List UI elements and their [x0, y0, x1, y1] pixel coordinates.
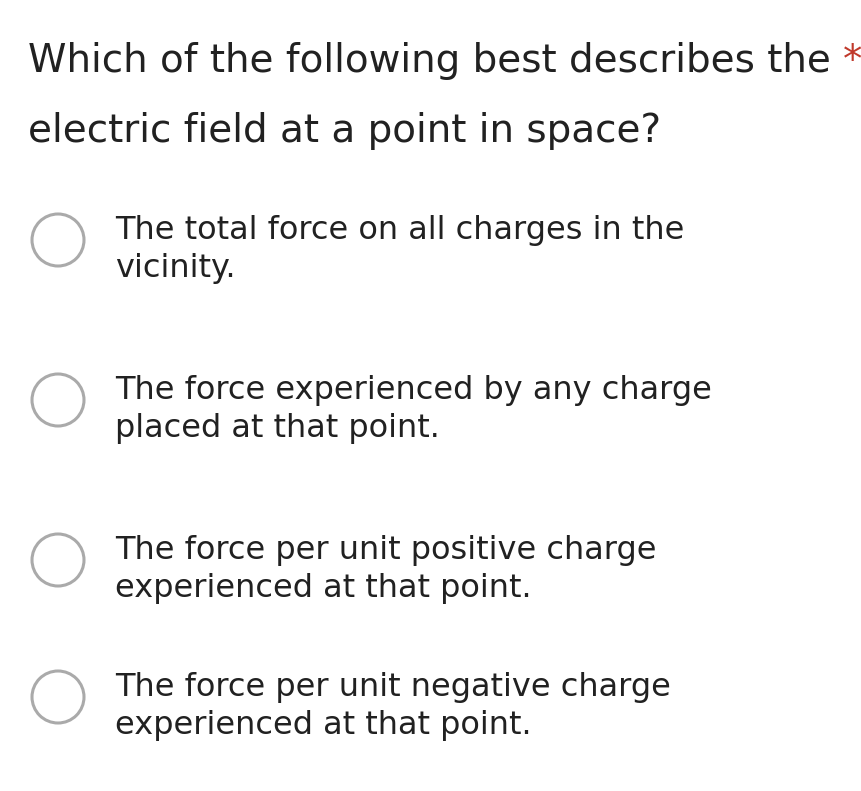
Text: electric field at a point in space?: electric field at a point in space? — [28, 112, 661, 150]
Text: placed at that point.: placed at that point. — [115, 413, 440, 444]
Text: experienced at that point.: experienced at that point. — [115, 573, 531, 604]
Text: vicinity.: vicinity. — [115, 253, 236, 284]
Text: The force per unit negative charge: The force per unit negative charge — [115, 672, 671, 703]
Text: experienced at that point.: experienced at that point. — [115, 710, 531, 741]
Text: Which of the following best describes the: Which of the following best describes th… — [28, 42, 843, 80]
Text: *: * — [843, 42, 861, 80]
Text: The force experienced by any charge: The force experienced by any charge — [115, 375, 712, 406]
Text: The force per unit positive charge: The force per unit positive charge — [115, 535, 656, 566]
Text: The total force on all charges in the: The total force on all charges in the — [115, 215, 684, 246]
